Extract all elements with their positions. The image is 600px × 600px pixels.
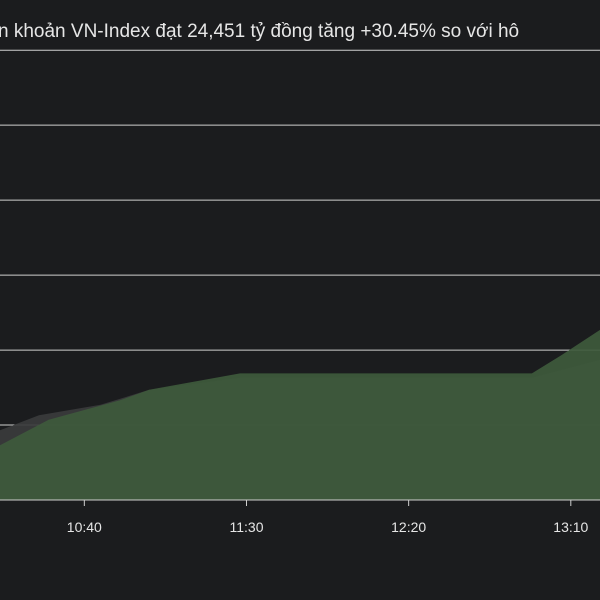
x-tick-label: 12:20 <box>391 519 426 535</box>
chart-title: n khoản VN-Index đạt 24,451 tỷ đồng tăng… <box>0 21 519 42</box>
x-tick-label: 11:30 <box>229 519 263 535</box>
area <box>0 329 600 500</box>
x-tick-label: 10:40 <box>67 519 102 535</box>
x-tick-label: 13:10 <box>553 519 588 535</box>
